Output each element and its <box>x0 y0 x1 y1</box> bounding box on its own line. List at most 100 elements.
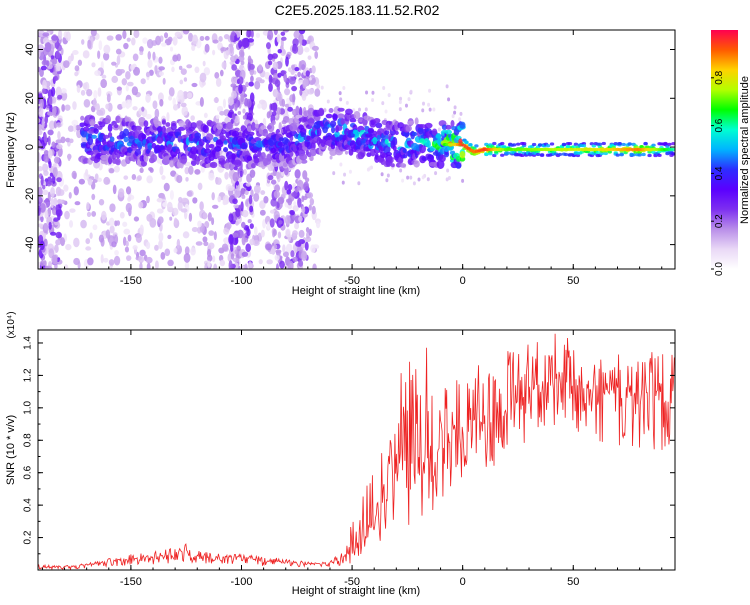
spectrogram-cell <box>241 251 249 257</box>
spectrogram-cell <box>242 108 246 114</box>
spectrogram-cell <box>383 145 391 154</box>
spectrogram-cell <box>302 78 309 87</box>
spectrogram-cell <box>80 89 86 96</box>
spectrogram-cell <box>154 260 159 269</box>
spectrogram-cell <box>41 118 45 129</box>
spectrogram-cell <box>282 30 290 33</box>
snr-y-axis-label: SNR (10 * v/v) <box>5 415 17 485</box>
spectrogram-cell <box>437 127 441 132</box>
spectrogram-cell <box>384 109 388 114</box>
spectrogram-cell <box>246 30 252 38</box>
spectrogram-cell <box>651 143 656 147</box>
spectrogram-cell <box>671 142 675 146</box>
spectrogram-cell <box>38 129 43 136</box>
spectrogram-cell <box>468 143 473 147</box>
spectrogram-cell <box>208 172 215 181</box>
spectrogram-cell <box>83 98 91 108</box>
spectrogram-cell <box>381 101 385 106</box>
spectrogram-cell <box>50 86 56 97</box>
spectrogram-cell <box>276 107 281 115</box>
spectrogram-cell <box>92 98 97 108</box>
spectrogram-cell <box>180 68 187 75</box>
x-tick-label: 50 <box>567 275 579 287</box>
spectrogram-cell <box>186 64 193 69</box>
spectrogram-cell <box>647 153 652 158</box>
spectrogram-cell <box>453 105 457 110</box>
colorbar-label: Normalized spectral amplitude <box>739 76 750 224</box>
spectrogram-cell <box>87 39 92 49</box>
spectrogram-cell <box>123 42 129 50</box>
spectrogram-cell <box>80 219 87 229</box>
spectrogram-cell <box>138 201 144 209</box>
spectrogram-cell <box>178 65 183 71</box>
colorbar-tick-label: 0.8 <box>714 70 725 84</box>
spectrogram-cell <box>326 99 330 104</box>
spectrogram-cell <box>122 236 127 247</box>
spectrogram-cell <box>248 131 255 136</box>
spectrogram-cell <box>290 69 295 75</box>
spectrogram-cell <box>103 44 111 54</box>
spectrogram-cell <box>89 232 93 239</box>
spectrogram-cell <box>345 108 353 115</box>
spectrogram-cell <box>194 169 201 175</box>
spectrogram-cell <box>60 237 65 247</box>
spectrogram-cell <box>581 144 587 148</box>
spectrogram-cell <box>243 169 247 175</box>
spectrogram-cell <box>169 46 174 52</box>
spectrogram-cell <box>267 53 273 61</box>
spectrogram-cell <box>109 203 116 213</box>
spectrogram-cell <box>233 166 238 171</box>
spectrogram-cell <box>46 30 54 33</box>
spectrogram-cell <box>500 153 505 157</box>
spectrogram-cell <box>273 244 278 249</box>
spectrogram-cell <box>211 217 215 226</box>
spectrogram-cell <box>311 45 319 51</box>
spectrogram-cell <box>323 108 327 113</box>
x-tick-label: -150 <box>120 275 142 287</box>
spectrogram-cell <box>246 155 253 162</box>
spectrogram-cell <box>421 175 425 180</box>
spectrogram-cell <box>68 192 72 199</box>
spectrogram-cell <box>309 147 317 157</box>
spectrogram-cell <box>615 153 620 157</box>
spectrogram-cell <box>276 92 283 102</box>
spectrogram-cell <box>46 60 50 67</box>
spectrogram-cell <box>188 212 193 222</box>
spectrogram-cell <box>382 86 386 91</box>
spectrogram-cell <box>445 84 449 89</box>
spectrogram-cell <box>97 87 102 97</box>
spectrogram-cell <box>197 220 202 228</box>
spectrogram-cell <box>72 101 77 110</box>
spectrogram-cell <box>667 142 672 146</box>
x-tick-label: -100 <box>230 275 252 287</box>
spectrogram-cell <box>69 138 74 144</box>
spectrogram-cell <box>80 115 85 121</box>
spectrogram-cell <box>270 198 277 207</box>
spectrogram-cell <box>192 197 198 204</box>
spectrogram-cell <box>179 79 184 85</box>
spectrogram-cell <box>234 103 238 111</box>
spectrogram-cell <box>643 142 648 146</box>
spectrogram-cell <box>164 248 171 257</box>
spectrogram-cell <box>178 120 186 127</box>
spectrogram-cell <box>48 120 56 130</box>
spectrogram-cell <box>312 263 317 269</box>
spectrogram-cell <box>90 30 97 37</box>
spectrogram-cell <box>249 205 254 213</box>
spectrogram-cell <box>114 147 119 156</box>
spectrogram-cell <box>38 186 43 198</box>
spectrogram-cell <box>91 62 96 68</box>
spectrogram-cell <box>145 93 151 103</box>
spectrogram-cell <box>111 241 117 248</box>
spectrogram-cell <box>349 118 357 123</box>
spectrogram-cell <box>461 178 465 183</box>
spectrogram-cell <box>38 205 41 216</box>
snr-plot-area <box>38 330 675 570</box>
spectrogram-cell <box>101 210 107 221</box>
spectrogram-cell <box>237 110 242 115</box>
spectrogram-cell <box>89 120 95 127</box>
spectrogram-cell <box>274 79 281 88</box>
spectrogram-cell <box>122 221 128 227</box>
spectrogram-cell <box>39 240 45 251</box>
spectrogram-cell <box>224 162 231 170</box>
